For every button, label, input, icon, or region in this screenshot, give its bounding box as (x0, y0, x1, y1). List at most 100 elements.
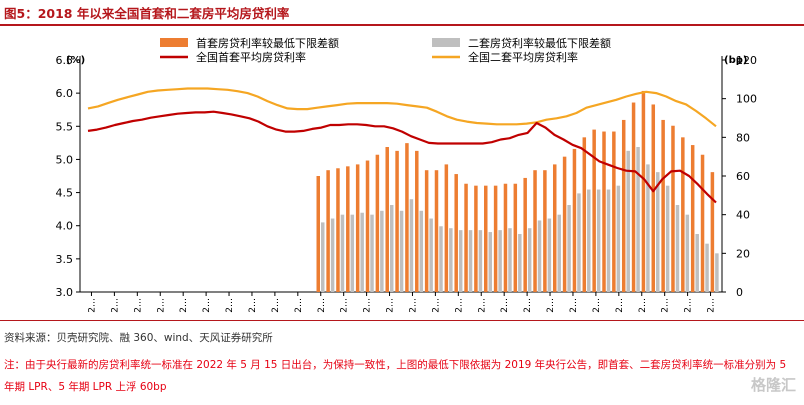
x-axis-tick-label: 2… (638, 298, 648, 313)
x-axis-tick-label: 2… (500, 298, 510, 313)
right-axis-tick-label: 0 (736, 286, 743, 299)
second-diff-bar (439, 226, 443, 292)
x-axis-tick-label: 2… (546, 298, 556, 313)
second-diff-bar (478, 230, 483, 292)
second-diff-bar (577, 193, 581, 292)
second-diff-bar (537, 220, 542, 292)
second-diff-bar (705, 243, 709, 292)
second-diff-bar (675, 205, 680, 292)
first-diff-bar (424, 170, 429, 292)
first-diff-bar (710, 172, 715, 292)
second-diff-bar (646, 164, 650, 292)
first-diff-bar (690, 145, 695, 292)
first-diff-bar (444, 164, 449, 292)
first-diff-bar (454, 174, 458, 292)
first-diff-bar (562, 156, 567, 292)
second-diff-bar (449, 228, 453, 292)
figure-title: 图5：2018 年以来全国首套和二套房平均房贷利率 (4, 6, 290, 21)
legend-swatch-first-diff (160, 38, 188, 47)
first-diff-bar (661, 119, 665, 292)
second-diff-bar (715, 253, 719, 292)
second-diff-bar (380, 210, 384, 292)
right-axis-tick-label: 100 (736, 93, 757, 106)
x-axis-tick-label: 2… (248, 298, 258, 313)
right-axis-unit: (bp) (724, 55, 747, 66)
second-rate-line (87, 87, 717, 128)
x-axis-tick-label: 2… (454, 298, 464, 313)
first-diff-bar (336, 168, 340, 292)
x-axis-tick-label: 2… (408, 298, 418, 313)
second-diff-bar (695, 234, 699, 292)
first-diff-bar (681, 137, 685, 292)
second-diff-bar (350, 214, 355, 292)
second-diff-bar (360, 212, 364, 292)
left-axis-unit: (%) (66, 55, 85, 66)
second-diff-bar (330, 218, 335, 292)
second-diff-bar (656, 172, 660, 292)
right-axis-tick-label: 20 (736, 247, 750, 260)
x-axis-tick-label: 2… (569, 298, 579, 313)
second-diff-bar (321, 222, 325, 292)
left-axis-tick-label: 6.0 (56, 87, 74, 100)
first-diff-bar (700, 154, 705, 292)
x-axis-tick-label: 2… (156, 298, 166, 313)
x-axis-tick-label: 2… (110, 298, 120, 313)
first-diff-bar (434, 170, 439, 292)
rate-chart: 6.5 6.0 5.5 5.0 4.5 4.0 3.5 3.0 (%) 120 100 80 60 40 2… (56, 36, 758, 313)
x-axis-tick-label: 2… (225, 298, 235, 313)
right-axis-tick-label: 60 (736, 170, 750, 183)
second-diff-bar (567, 205, 571, 292)
first-diff-bar (533, 170, 537, 292)
second-diff-bar (468, 230, 473, 292)
second-diff-bar (340, 214, 345, 292)
first-diff-bar (385, 147, 389, 292)
source-note: 资料来源：贝壳研究院、融 360、wind、天风证券研究所 (4, 332, 273, 344)
legend-label-second-diff: 二套房贷利率较最低下限差额 (468, 36, 611, 50)
first-diff-bar (326, 170, 330, 292)
second-diff-bar (488, 232, 493, 292)
first-diff-bar (484, 185, 488, 292)
first-diff-bar (493, 185, 498, 292)
x-axis-tick-label: 2… (431, 298, 441, 313)
first-diff-bar (572, 148, 577, 292)
left-axis-tick-label: 6.5 (56, 54, 74, 67)
first-diff-bar (671, 125, 675, 292)
second-diff-bar (606, 189, 611, 292)
second-diff-bar (665, 185, 670, 292)
second-diff-bar (458, 230, 463, 292)
x-axis-tick-label: 2… (202, 298, 212, 313)
legend-label-first-diff: 首套房贷利率较最低下限差额 (196, 36, 339, 50)
second-diff-bar (557, 214, 561, 292)
second-diff-bar (370, 214, 374, 292)
x-axis-tick-label: 2… (615, 298, 625, 313)
right-axis-tick-label: 120 (736, 54, 757, 67)
first-diff-bar (651, 104, 656, 292)
x-axis-tick-label: 2… (592, 298, 602, 313)
second-diff-bar (547, 218, 552, 292)
first-diff-bar (543, 170, 547, 292)
second-diff-bar (596, 189, 601, 292)
x-axis-tick-label: 2… (707, 298, 717, 313)
first-diff-bar (602, 131, 606, 292)
x-axis-tick-label: 2… (133, 298, 143, 313)
second-diff-bar (399, 210, 404, 292)
first-diff-bar (405, 143, 409, 292)
second-diff-bar (508, 228, 512, 292)
legend-swatch-second-diff (432, 38, 460, 47)
second-diff-bar (429, 218, 433, 292)
right-axis-tick-label: 80 (736, 131, 750, 144)
first-diff-bar (582, 137, 587, 292)
x-axis-tick-label: 2… (363, 298, 373, 313)
x-axis-tick-label: 2… (661, 298, 671, 313)
first-diff-bar (474, 185, 478, 292)
second-diff-bar (527, 228, 532, 292)
first-diff-bar (523, 177, 527, 292)
left-axis-tick-label: 3.0 (56, 286, 74, 299)
legend-label-first-rate: 全国首套平均房贷利率 (196, 50, 306, 64)
second-diff-bar (389, 205, 394, 292)
second-diff-bar (626, 150, 630, 292)
right-axis-tick-label: 40 (736, 209, 750, 222)
x-axis-tick-label: 2… (523, 298, 533, 313)
x-axis-tick-label: 2… (294, 298, 304, 313)
x-axis-tick-label: 2… (317, 298, 327, 313)
